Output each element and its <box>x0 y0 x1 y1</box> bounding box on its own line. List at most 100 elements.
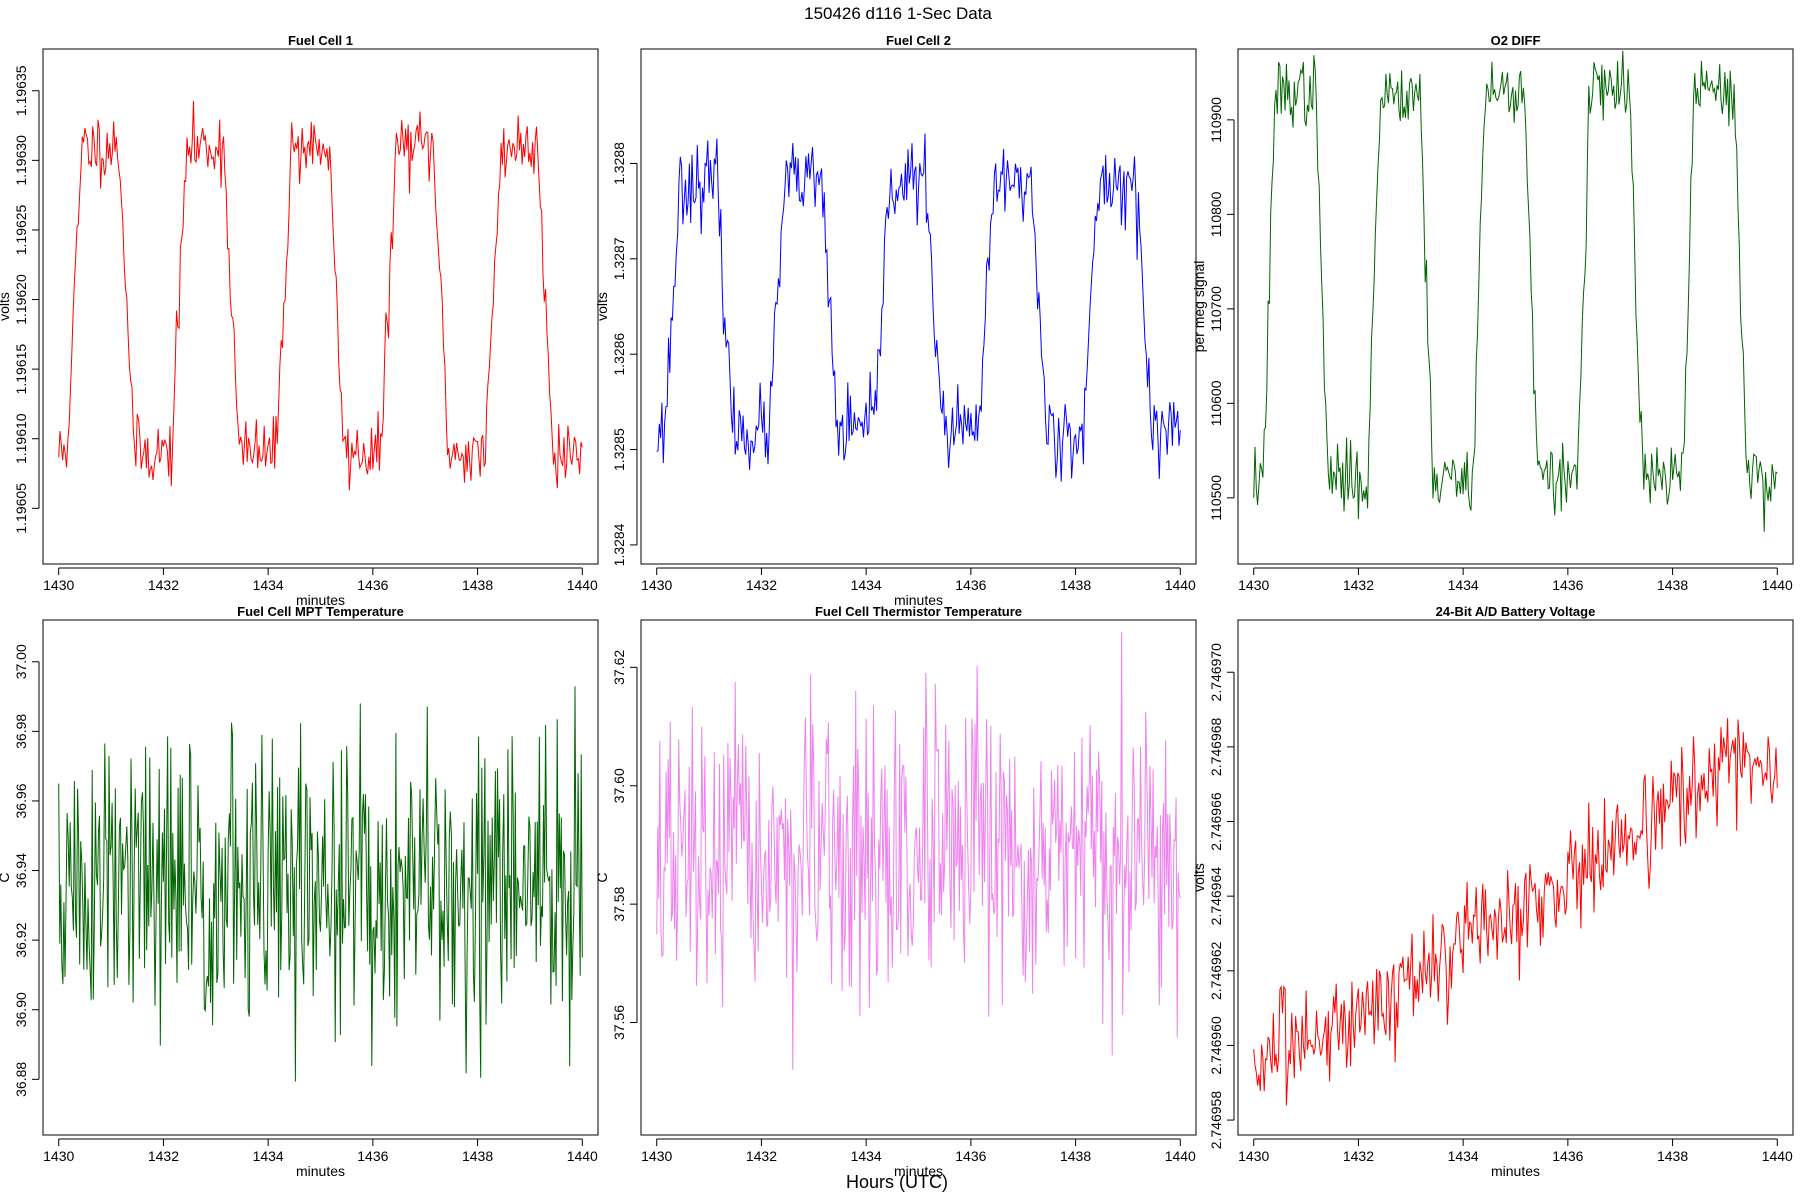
x-tick-label: 1434 <box>253 577 284 593</box>
y-tick-label: 36.96 <box>13 783 29 818</box>
y-tick-label: 1.19610 <box>13 413 29 464</box>
y-tick-label: 1.19625 <box>13 204 29 255</box>
y-tick-label: 36.94 <box>13 853 29 888</box>
y-tick-label: 2.746960 <box>1208 1016 1224 1075</box>
x-tick-label: 1436 <box>1552 1148 1583 1164</box>
y-tick-label: 2.746970 <box>1208 643 1224 702</box>
chart-panels: Fuel Cell 1 1430 1432 1434 1436 1438 1440 minut… <box>0 33 1794 1179</box>
x-tick-label: 1434 <box>1448 577 1479 593</box>
x-tick-label: 1430 <box>43 1148 74 1164</box>
y-tick-label: 2.746958 <box>1208 1091 1224 1150</box>
x-tick-label: 1430 <box>641 1148 672 1164</box>
y-tick-label: 37.60 <box>611 768 627 803</box>
x-tick-label: 1432 <box>746 577 777 593</box>
x-tick-label: 1436 <box>357 577 388 593</box>
x-tick-label: 1438 <box>1060 577 1091 593</box>
x-tick-label: 1432 <box>746 1148 777 1164</box>
x-tick-label: 1434 <box>1448 1148 1479 1164</box>
y-tick-label: 1.3287 <box>611 237 627 280</box>
y-tick-label: 37.62 <box>611 650 627 685</box>
y-tick-label: 1.3288 <box>611 142 627 185</box>
x-tick-label: 1440 <box>567 577 598 593</box>
chart-panel: Fuel Cell 1 1430 1432 1434 1436 1438 1440 minut… <box>0 33 599 608</box>
series-line <box>58 100 583 491</box>
plot-frame <box>640 619 1197 1136</box>
y-tick-label: 1.3285 <box>611 428 627 471</box>
x-tick-label: 1434 <box>851 577 882 593</box>
plot-frame <box>1237 48 1794 565</box>
x-tick-label: 1432 <box>148 1148 179 1164</box>
y-tick-label: 1.19620 <box>13 274 29 325</box>
series-line <box>1253 50 1778 532</box>
y-tick-label: 110900 <box>1208 97 1224 143</box>
x-tick-label: 1438 <box>1060 1148 1091 1164</box>
x-tick-label: 1430 <box>1238 577 1269 593</box>
panel-title: Fuel Cell Thermistor Temperature <box>815 604 1022 619</box>
y-tick-label: 2.746962 <box>1208 941 1224 1000</box>
y-tick-label: 1.3286 <box>611 333 627 376</box>
y-tick-label: 110600 <box>1208 380 1224 426</box>
y-tick-label: 36.92 <box>13 922 29 957</box>
x-tick-label: 1432 <box>1343 577 1374 593</box>
panel-title: Fuel Cell MPT Temperature <box>237 604 404 619</box>
x-tick-label: 1440 <box>1762 577 1793 593</box>
y-tick-label: 1.3284 <box>611 523 627 566</box>
y-tick-label: 36.88 <box>13 1062 29 1097</box>
x-axis-label: minutes <box>894 592 943 608</box>
chart-panel: Fuel Cell 2 1430 1432 1434 1436 1438 1440 minut… <box>594 33 1197 608</box>
y-axis-label: volts <box>0 292 12 321</box>
y-tick-label: 1.19605 <box>13 483 29 534</box>
x-axis-label: minutes <box>894 1163 943 1179</box>
y-tick-label: 36.98 <box>13 714 29 749</box>
series-line <box>58 686 583 1082</box>
chart-panel: O2 DIFF 1430 1432 1434 1436 1438 1440 110500 110… <box>1191 33 1794 593</box>
y-tick-label: 2.746968 <box>1208 717 1224 776</box>
y-tick-label: 1.19635 <box>13 65 29 116</box>
chart-panel: 24-Bit A/D Battery Voltage 1430 1432 1434 14… <box>1191 604 1794 1179</box>
plot-frame <box>640 48 1197 565</box>
x-axis-label: minutes <box>296 592 345 608</box>
y-tick-label: 2.746964 <box>1208 867 1224 926</box>
figure-xlabel: Hours (UTC) <box>846 1172 948 1192</box>
x-tick-label: 1440 <box>1762 1148 1793 1164</box>
x-tick-label: 1430 <box>1238 1148 1269 1164</box>
y-tick-label: 1.19615 <box>13 344 29 395</box>
y-tick-label: 37.58 <box>611 886 627 921</box>
y-axis-label: volts <box>594 292 610 321</box>
x-tick-label: 1440 <box>567 1148 598 1164</box>
x-tick-label: 1434 <box>851 1148 882 1164</box>
x-tick-label: 1436 <box>955 577 986 593</box>
series-line <box>1253 718 1778 1106</box>
chart-panel: Fuel Cell MPT Temperature 1430 1432 1434 143… <box>0 604 599 1179</box>
y-tick-label: 37.00 <box>13 644 29 679</box>
panel-title: Fuel Cell 2 <box>886 33 951 48</box>
x-tick-label: 1436 <box>357 1148 388 1164</box>
series-line <box>656 631 1181 1070</box>
y-tick-label: 2.746966 <box>1208 792 1224 851</box>
x-tick-label: 1430 <box>43 577 74 593</box>
x-tick-label: 1438 <box>1657 1148 1688 1164</box>
y-axis-label: per meg signal <box>1191 261 1207 353</box>
y-tick-label: 110700 <box>1208 286 1224 332</box>
x-tick-label: 1432 <box>148 577 179 593</box>
y-tick-label: 37.56 <box>611 1005 627 1040</box>
plot-frame <box>42 619 599 1136</box>
panel-title: O2 DIFF <box>1491 33 1541 48</box>
x-axis-label: minutes <box>296 1163 345 1179</box>
y-axis-label: C <box>594 872 610 882</box>
y-tick-label: 110800 <box>1208 191 1224 237</box>
series-line <box>656 133 1181 482</box>
x-tick-label: 1438 <box>1657 577 1688 593</box>
y-axis-label: C <box>0 872 12 882</box>
panel-title: Fuel Cell 1 <box>288 33 353 48</box>
x-tick-label: 1440 <box>1165 1148 1196 1164</box>
y-tick-label: 110500 <box>1208 475 1224 521</box>
x-tick-label: 1432 <box>1343 1148 1374 1164</box>
x-tick-label: 1438 <box>462 577 493 593</box>
x-tick-label: 1440 <box>1165 577 1196 593</box>
y-tick-label: 36.90 <box>13 992 29 1027</box>
y-tick-label: 1.19630 <box>13 135 29 186</box>
chart-panel: Fuel Cell Thermistor Temperature 1430 1432… <box>594 604 1197 1179</box>
x-axis-label: minutes <box>1491 1163 1540 1179</box>
